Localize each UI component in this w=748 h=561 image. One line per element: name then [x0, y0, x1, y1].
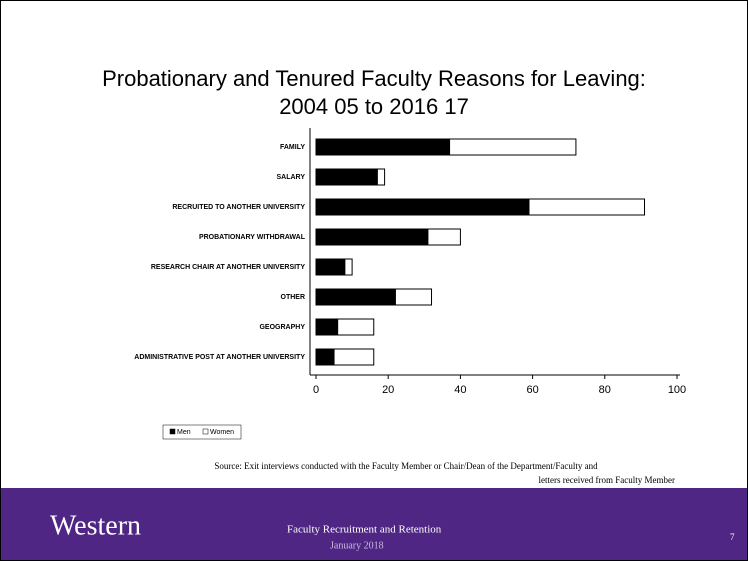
bar-segment [315, 228, 429, 246]
bar-segment [427, 228, 461, 246]
legend-label: Men [177, 429, 191, 436]
source-line: Source: Exit interviews conducted with t… [214, 461, 598, 471]
x-tick-label: 80 [599, 384, 611, 396]
category-label: FAMILY [280, 144, 305, 151]
bar-segment [315, 318, 339, 336]
footer-date: January 2018 [330, 540, 384, 551]
category-label: PROBATIONARY WITHDRAWAL [199, 234, 306, 241]
chart-title: Probationary and Tenured Faculty Reasons… [102, 66, 646, 91]
bar-segment [333, 348, 375, 366]
x-tick-label: 0 [313, 384, 319, 396]
x-tick-label: 100 [668, 384, 686, 396]
footer-page: 7 [730, 532, 735, 542]
bar-segment [344, 258, 353, 276]
x-tick-label: 20 [382, 384, 394, 396]
category-label: ADMINISTRATIVE POST AT ANOTHER UNIVERSIT… [134, 354, 305, 361]
bar-segment [315, 348, 335, 366]
bar-segment [376, 168, 386, 186]
bar-segment [315, 288, 396, 306]
bar-segment [449, 138, 577, 156]
legend-swatch [169, 428, 176, 435]
footer-title: Faculty Recruitment and Retention [287, 524, 442, 536]
bar-segment [337, 318, 375, 336]
bar-segment [315, 168, 378, 186]
bar-segment [315, 258, 346, 276]
category-label: SALARY [276, 174, 305, 181]
footer-logo: Western [50, 510, 141, 541]
legend-label: Women [210, 429, 234, 436]
category-label: RESEARCH CHAIR AT ANOTHER UNIVERSITY [151, 264, 305, 271]
x-tick-label: 40 [454, 384, 466, 396]
chart-subtitle: 2004 05 to 2016 17 [279, 94, 469, 119]
legend-box [162, 424, 242, 440]
category-label: GEOGRAPHY [259, 324, 305, 331]
bar-segment [315, 198, 530, 216]
source-line: letters received from Faculty Member [539, 475, 675, 485]
legend-swatch [202, 428, 209, 435]
category-label: OTHER [281, 294, 306, 301]
bar-segment [528, 198, 646, 216]
bar-segment [394, 288, 433, 306]
x-tick-label: 60 [526, 384, 538, 396]
footer-band [1, 488, 747, 560]
category-label: RECRUITED TO ANOTHER UNIVERSITY [172, 204, 305, 211]
bar-segment [315, 138, 451, 156]
